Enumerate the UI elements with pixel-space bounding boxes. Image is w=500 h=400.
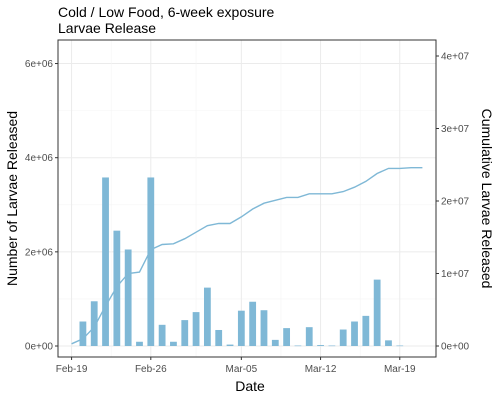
cumulative-line-series (71, 167, 423, 345)
y-tick-label: 4e+06 (25, 153, 54, 164)
bar-2024-03-05 (237, 310, 245, 346)
y-tick-label: 6e+06 (25, 59, 54, 70)
bar-series (79, 177, 404, 347)
bar-2024-02-28 (170, 341, 177, 346)
chart-subtitle: Larvae Release (58, 20, 157, 36)
y2-axis-label: Cumulative Larvae Released (479, 109, 495, 289)
chart-title: Cold / Low Food, 6-week exposure (58, 4, 275, 20)
bar-2024-02-27 (158, 324, 166, 346)
bar-2024-02-20 (79, 321, 87, 346)
bar-2024-03-17 (373, 279, 381, 346)
x-axis-label: Date (235, 378, 265, 394)
plot-panel-border (57, 39, 437, 358)
bar-2024-03-08 (271, 339, 279, 346)
y2-tick-label: 0e+00 (441, 342, 470, 353)
x-tick-label: Feb-19 (56, 364, 88, 375)
bar-2024-02-23 (113, 230, 121, 346)
x-tick-label: Mar-05 (225, 364, 257, 375)
y2-tick-label: 3e+07 (441, 124, 470, 135)
x-tick-label: Mar-19 (384, 364, 416, 375)
bar-2024-02-24 (124, 249, 132, 346)
bar-2024-02-25 (136, 341, 143, 346)
bar-2024-03-03 (215, 329, 223, 346)
bar-2024-03-19 (396, 345, 404, 347)
bar-2024-03-01 (192, 312, 200, 346)
bar-2024-02-22 (102, 177, 109, 346)
x-tick-label: Feb-26 (135, 364, 167, 375)
axes: 0e+00 2e+06 4e+06 6e+06 0e+00 1e+07 2e+07 3e+07… (25, 52, 470, 376)
y-tick-label: 0e+00 (25, 342, 54, 353)
bar-2024-03-12 (317, 345, 324, 346)
bar-2024-03-09 (283, 328, 291, 346)
bar-2024-03-11 (305, 327, 313, 346)
y2-tick-label: 4e+07 (441, 52, 470, 63)
bar-2024-03-06 (249, 301, 257, 346)
bar-2024-03-10 (294, 345, 302, 347)
bar-2024-03-18 (385, 340, 392, 346)
x-tick-label: Mar-12 (305, 364, 337, 375)
bar-2024-03-07 (260, 310, 268, 346)
bar-2024-02-26 (147, 177, 155, 346)
y-tick-label: 2e+06 (25, 247, 54, 258)
bar-2024-03-16 (362, 315, 370, 346)
y2-tick-label: 2e+07 (441, 197, 470, 208)
y2-tick-label: 1e+07 (441, 269, 470, 280)
bar-2024-03-02 (203, 287, 211, 346)
bar-2024-03-15 (351, 321, 358, 346)
bar-2024-02-21 (90, 301, 98, 346)
bar-2024-03-04 (226, 344, 234, 346)
bar-2024-02-29 (181, 320, 189, 346)
cumulative-line (71, 167, 423, 345)
bar-2024-03-14 (339, 329, 347, 346)
bar-2024-03-13 (328, 345, 336, 347)
y-axis-label: Number of Larvae Released (4, 111, 20, 286)
